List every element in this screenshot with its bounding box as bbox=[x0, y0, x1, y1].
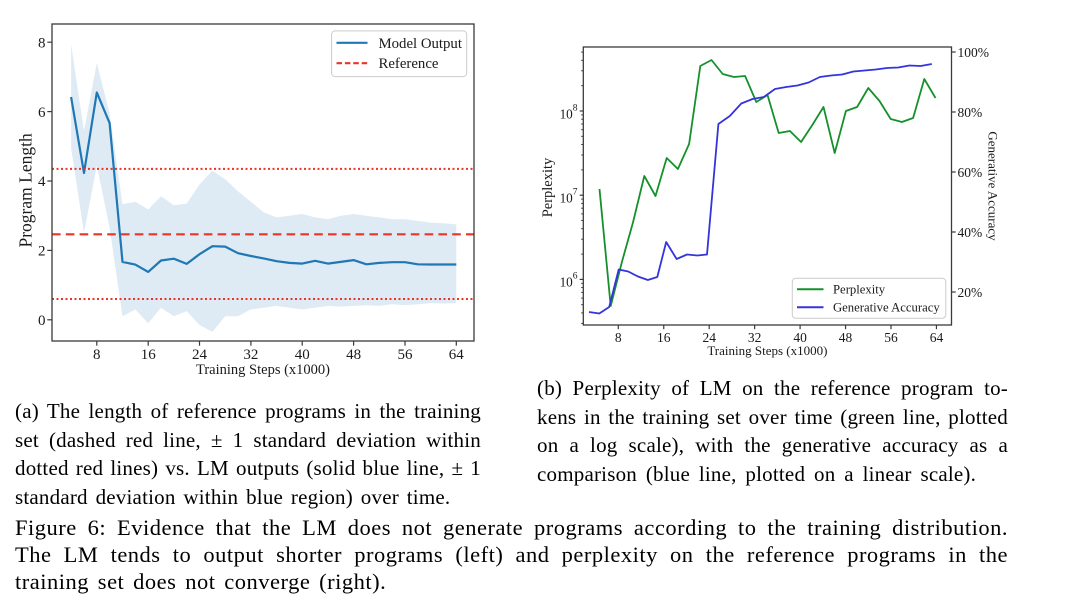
svg-text:32: 32 bbox=[243, 347, 258, 363]
svg-text:8: 8 bbox=[93, 347, 101, 363]
svg-text:24: 24 bbox=[192, 347, 208, 363]
svg-text:Reference: Reference bbox=[379, 56, 439, 72]
svg-text:16: 16 bbox=[657, 330, 671, 345]
svg-text:40%: 40% bbox=[958, 225, 983, 240]
svg-text:0: 0 bbox=[38, 313, 46, 329]
svg-text:Program Length: Program Length bbox=[15, 133, 35, 247]
svg-text:4: 4 bbox=[38, 174, 46, 190]
svg-text:56: 56 bbox=[884, 330, 898, 345]
svg-text:Model Output: Model Output bbox=[379, 36, 463, 52]
svg-text:Perplexity: Perplexity bbox=[833, 283, 886, 297]
svg-text:Training Steps (x1000): Training Steps (x1000) bbox=[196, 362, 330, 378]
svg-text:40: 40 bbox=[295, 347, 310, 363]
svg-text:108: 108 bbox=[560, 103, 578, 121]
svg-text:8: 8 bbox=[615, 330, 622, 345]
svg-text:40: 40 bbox=[793, 330, 807, 345]
svg-text:60%: 60% bbox=[958, 165, 983, 180]
svg-text:100%: 100% bbox=[958, 45, 990, 60]
svg-text:Perplexity: Perplexity bbox=[540, 157, 556, 217]
svg-text:Generative Accuracy: Generative Accuracy bbox=[833, 301, 940, 315]
svg-text:80%: 80% bbox=[958, 105, 983, 120]
svg-text:32: 32 bbox=[748, 330, 762, 345]
svg-text:6: 6 bbox=[38, 105, 46, 121]
svg-text:64: 64 bbox=[930, 330, 944, 345]
svg-text:48: 48 bbox=[839, 330, 853, 345]
svg-text:106: 106 bbox=[560, 272, 578, 290]
svg-text:8: 8 bbox=[38, 35, 46, 51]
svg-text:48: 48 bbox=[346, 347, 361, 363]
svg-text:16: 16 bbox=[141, 347, 157, 363]
svg-text:107: 107 bbox=[560, 188, 578, 206]
svg-text:56: 56 bbox=[398, 347, 414, 363]
svg-text:24: 24 bbox=[702, 330, 716, 345]
svg-text:20%: 20% bbox=[958, 285, 983, 300]
svg-text:Training Steps (x1000): Training Steps (x1000) bbox=[707, 343, 827, 358]
svg-text:2: 2 bbox=[38, 244, 46, 260]
svg-text:Generative Accuracy: Generative Accuracy bbox=[986, 131, 1001, 241]
svg-text:64: 64 bbox=[449, 347, 465, 363]
